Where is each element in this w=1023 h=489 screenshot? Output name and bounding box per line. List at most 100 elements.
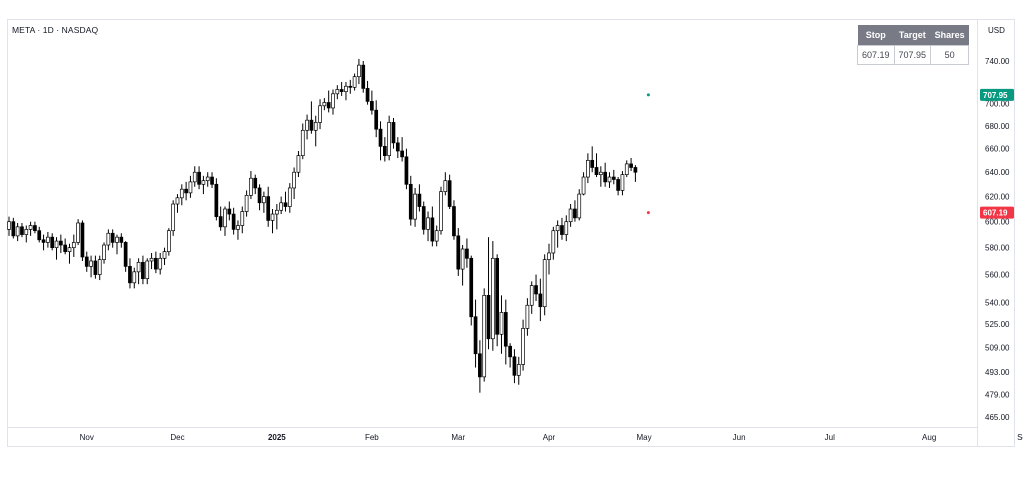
candle[interactable] (15, 222, 20, 242)
candle[interactable] (439, 186, 443, 235)
candle[interactable] (473, 299, 478, 368)
candle[interactable] (102, 242, 106, 264)
candle[interactable] (551, 226, 556, 260)
candle[interactable] (223, 206, 227, 236)
candle[interactable] (624, 160, 629, 178)
candle[interactable] (555, 220, 560, 248)
candle[interactable] (318, 99, 322, 130)
candle[interactable] (274, 204, 279, 230)
candle[interactable] (292, 167, 296, 200)
candle[interactable] (404, 148, 409, 190)
candle[interactable] (210, 172, 214, 188)
candle[interactable] (516, 356, 521, 385)
candle[interactable] (175, 194, 180, 213)
candle[interactable] (577, 189, 582, 221)
candle[interactable] (564, 215, 569, 242)
candle[interactable] (408, 175, 413, 226)
candle[interactable] (119, 233, 124, 248)
candle[interactable] (93, 255, 98, 279)
candle[interactable] (521, 319, 525, 371)
candle[interactable] (37, 226, 42, 243)
candle[interactable] (110, 229, 115, 248)
candle[interactable] (370, 90, 374, 115)
candle[interactable] (374, 100, 379, 138)
candle[interactable] (270, 209, 275, 234)
candle[interactable] (482, 288, 487, 382)
candle[interactable] (629, 158, 633, 172)
candle[interactable] (586, 153, 590, 184)
candle[interactable] (240, 206, 245, 234)
candle[interactable] (365, 80, 370, 105)
candle[interactable] (28, 221, 33, 236)
candle[interactable] (503, 299, 508, 365)
candle[interactable] (508, 343, 512, 368)
candle[interactable] (218, 206, 223, 231)
candle[interactable] (607, 172, 612, 188)
candle[interactable] (499, 295, 504, 354)
candle[interactable] (214, 178, 219, 221)
candle[interactable] (335, 85, 340, 100)
candle[interactable] (236, 220, 240, 240)
candle[interactable] (538, 278, 543, 322)
currency-label[interactable]: USD (988, 26, 1005, 35)
candle[interactable] (542, 254, 547, 316)
candle[interactable] (581, 172, 586, 196)
candle[interactable] (154, 251, 158, 274)
candle[interactable] (426, 211, 430, 242)
candle[interactable] (568, 204, 573, 227)
candle[interactable] (67, 243, 72, 264)
candle[interactable] (76, 219, 80, 246)
candle[interactable] (512, 349, 517, 384)
candle[interactable] (594, 153, 599, 178)
candle[interactable] (633, 165, 638, 182)
candle[interactable] (149, 252, 154, 270)
candle[interactable] (11, 217, 16, 239)
candle[interactable] (287, 183, 292, 213)
candle[interactable] (162, 247, 167, 266)
candle[interactable] (309, 101, 314, 134)
candle[interactable] (7, 216, 11, 236)
candle[interactable] (344, 81, 348, 101)
candle[interactable] (80, 220, 85, 261)
candle[interactable] (46, 231, 50, 248)
candle[interactable] (158, 252, 163, 275)
candle[interactable] (253, 174, 258, 195)
candle[interactable] (452, 200, 456, 240)
candle[interactable] (171, 200, 176, 236)
candle[interactable] (421, 201, 426, 235)
candle[interactable] (322, 98, 327, 111)
candle[interactable] (348, 79, 353, 94)
candle[interactable] (227, 201, 232, 221)
candle[interactable] (598, 166, 603, 187)
candle[interactable] (395, 137, 400, 159)
candle[interactable] (115, 234, 119, 255)
candle[interactable] (620, 171, 625, 196)
candle[interactable] (249, 171, 253, 200)
candle[interactable] (184, 181, 188, 201)
candle[interactable] (192, 166, 197, 187)
candle[interactable] (20, 222, 24, 238)
candle[interactable] (465, 238, 469, 268)
candle[interactable] (123, 241, 128, 272)
candle[interactable] (50, 233, 55, 251)
candle[interactable] (460, 245, 465, 286)
candle[interactable] (188, 175, 193, 198)
candle[interactable] (145, 258, 150, 285)
candle[interactable] (547, 243, 551, 275)
candle[interactable] (447, 174, 452, 210)
candle[interactable] (382, 137, 387, 162)
candle[interactable] (128, 258, 132, 289)
candle[interactable] (54, 237, 59, 260)
candle[interactable] (417, 184, 422, 212)
candle[interactable] (97, 255, 102, 281)
candle[interactable] (391, 117, 396, 149)
candle[interactable] (525, 298, 530, 336)
candle[interactable] (339, 81, 344, 96)
candle[interactable] (106, 229, 111, 251)
candle[interactable] (296, 150, 301, 178)
candle[interactable] (331, 89, 335, 115)
candle[interactable] (71, 234, 76, 257)
candle[interactable] (478, 340, 482, 393)
candle[interactable] (262, 191, 266, 213)
